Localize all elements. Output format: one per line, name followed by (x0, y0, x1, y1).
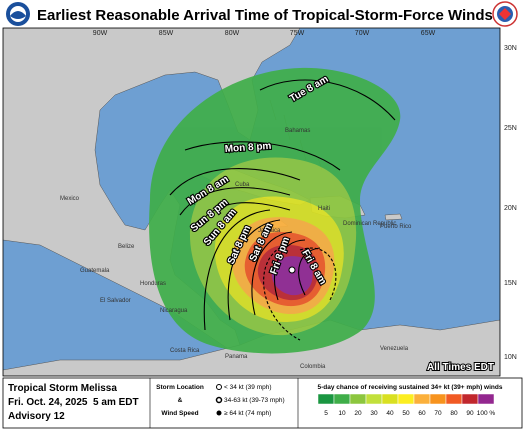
map: Bahamas Cuba Jamaica Haiti Dominican Rep… (2, 27, 517, 377)
latitude-label: 30N (504, 45, 517, 52)
latitude-label: 10N (504, 354, 517, 361)
colorbar-swatch (429, 393, 447, 405)
colorbar-label: 80 (450, 410, 458, 417)
longitude-label: 75W (290, 30, 305, 37)
place-label: Jamaica (258, 228, 281, 234)
place-label: Guatemala (80, 268, 110, 274)
wind-probability-field (149, 67, 401, 354)
colorbar-swatch (445, 393, 463, 405)
latitude-label: 20N (504, 205, 517, 212)
advisory: Advisory 12 (8, 411, 65, 422)
colorbar-label: 70 (434, 410, 442, 417)
issue-time: Fri. Oct. 24, 2025 5 am EDT (8, 397, 139, 408)
symbol-ts (215, 396, 223, 404)
latitude-label: 25N (504, 125, 517, 132)
colorbar-label: 5 (324, 410, 328, 417)
wind-class: ≥ 64 kt (74 mph) (224, 410, 271, 417)
place-label: Mexico (60, 196, 80, 202)
longitude-label: 65W (421, 30, 436, 37)
longitude-label: 85W (159, 30, 174, 37)
place-label: Colombia (300, 364, 326, 370)
place-label: Dominican Republic (343, 221, 396, 227)
probability-colorbar: 5 10 20 30 40 50 60 70 80 90 100 % (317, 393, 496, 417)
colorbar-swatch (477, 393, 495, 405)
storm-location-label: Storm Location (156, 384, 204, 391)
colorbar-swatch (381, 393, 399, 405)
latitude-label: 15N (504, 280, 517, 287)
colorbar-label: 50 (402, 410, 410, 417)
latitude-labels: 30N 25N 20N 15N 10N (504, 45, 517, 361)
place-label: Puerto Rico (380, 224, 412, 230)
colorbar-swatch (333, 393, 351, 405)
place-label: Venezuela (380, 346, 409, 352)
place-labels: Bahamas Cuba Jamaica Haiti Dominican Rep… (60, 128, 412, 370)
longitude-label: 70W (355, 30, 370, 37)
colorbar-label: 40 (386, 410, 394, 417)
place-label: El Salvador (100, 298, 131, 304)
place-label: Cuba (235, 182, 250, 188)
storm-name: Tropical Storm Melissa (8, 383, 117, 394)
noaa-logo (6, 2, 30, 26)
place-label: Costa Rica (170, 348, 200, 354)
title: Earliest Reasonable Arrival Time of Trop… (37, 7, 493, 24)
colorbar-label: 60 (418, 410, 426, 417)
legend: Tropical Storm Melissa Fri. Oct. 24, 202… (2, 377, 523, 429)
wind-class: 34-63 kt (39-73 mph) (224, 397, 285, 404)
longitude-label: 80W (225, 30, 240, 37)
longitude-label: 90W (93, 30, 108, 37)
colorbar-swatch (461, 393, 479, 405)
colorbar-label: 90 (466, 410, 474, 417)
symbol-weak (216, 384, 222, 390)
symbol-hurricane (216, 410, 222, 416)
nws-logo (492, 1, 518, 27)
place-label: Nicaragua (160, 308, 188, 314)
storm-location (288, 266, 296, 274)
place-label: Haiti (318, 206, 330, 212)
colorbar-label: 30 (370, 410, 378, 417)
colorbar-label: 10 (338, 410, 346, 417)
ampersand: & (178, 397, 183, 404)
place-label: Panama (225, 354, 248, 360)
longitude-labels: 90W 85W 80W 75W 70W 65W (93, 30, 436, 37)
colorbar-label: 100 % (477, 410, 496, 417)
colorbar-swatch (349, 393, 367, 405)
place-label: Honduras (140, 281, 166, 287)
probability-title: 5-day chance of receiving sustained 34+ … (318, 384, 503, 391)
contour-label: Mon 8 pm (224, 141, 271, 155)
place-label: Belize (118, 244, 135, 250)
time-zone-note: All Times EDT (427, 362, 494, 373)
colorbar-label: 20 (354, 410, 362, 417)
colorbar-swatch (317, 393, 335, 405)
colorbar-swatch (365, 393, 383, 405)
colorbar-swatch (397, 393, 415, 405)
place-label: Bahamas (285, 128, 310, 134)
colorbar-swatch (413, 393, 431, 405)
arrival-contours (169, 79, 396, 341)
wind-speed-label: Wind Speed (161, 410, 198, 417)
wind-class: < 34 kt (39 mph) (224, 384, 272, 391)
